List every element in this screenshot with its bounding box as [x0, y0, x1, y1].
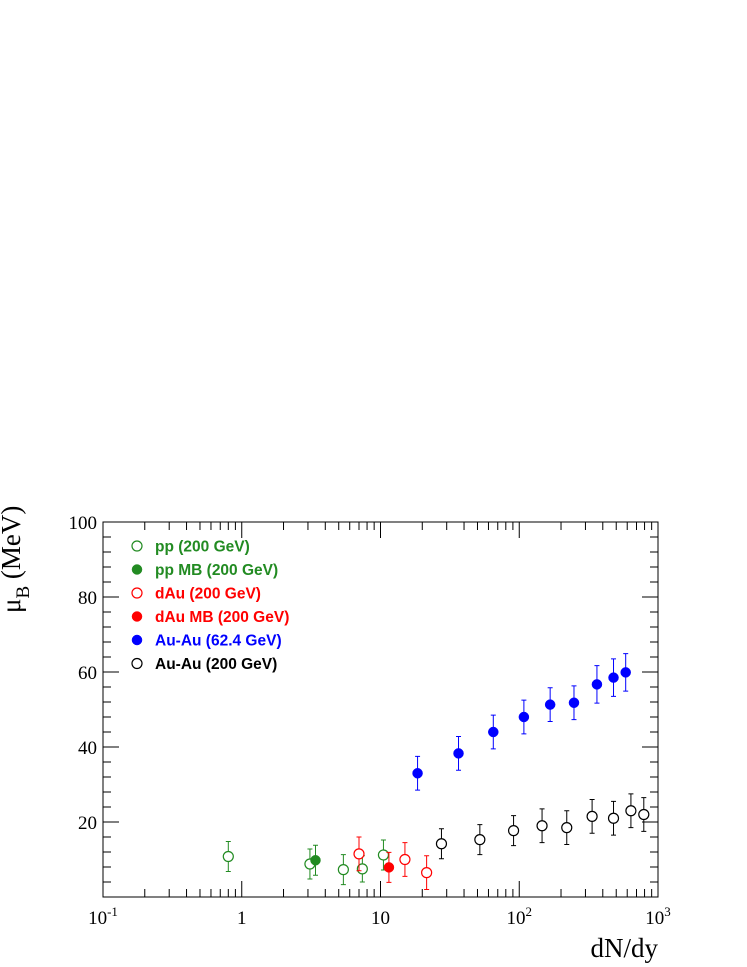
- data-point: [310, 855, 321, 866]
- legend-label: dAu (200 GeV): [155, 586, 261, 603]
- data-point: [625, 805, 637, 817]
- data-point: [412, 768, 423, 779]
- y-tick-label: 60: [78, 663, 97, 684]
- y-axis-title: μB (MeV): [0, 506, 34, 613]
- x-axis-title: dN/dy: [591, 933, 659, 963]
- x-tick-label-base: 10: [371, 908, 390, 929]
- data-point: [518, 711, 530, 723]
- x-tick-label-base: 10: [507, 908, 526, 929]
- x-tick-label: 1: [237, 908, 247, 929]
- y-axis-title-symbol: μ: [0, 599, 26, 613]
- data-point: [337, 864, 349, 876]
- svg-text:μB (MeV): μB (MeV): [0, 506, 34, 613]
- x-tick-label: 103: [645, 904, 671, 929]
- legend: pp (200 GeV) pp MB (200 GeV) dAu (200 GeV)…: [131, 539, 289, 673]
- y-tick-label: 100: [69, 513, 98, 534]
- legend-label: pp (200 GeV): [155, 539, 250, 556]
- series-5: [435, 793, 650, 860]
- y-axis-title-subscript: B: [13, 586, 34, 599]
- x-tick-label: 102: [507, 904, 533, 929]
- y-tick-label: 80: [78, 588, 97, 609]
- data-point: [474, 834, 486, 846]
- data-point: [488, 726, 499, 738]
- data-point: [607, 812, 620, 824]
- x-tick-label-base: 1: [237, 908, 247, 929]
- legend-marker: [131, 657, 143, 670]
- x-tick-label-base: 10: [645, 908, 664, 929]
- data-point: [561, 822, 573, 834]
- data-point: [356, 863, 368, 875]
- data-point: [353, 848, 365, 860]
- series-1: [310, 844, 321, 876]
- series-0: [222, 839, 390, 886]
- y-axis-title-unit: (MeV): [0, 506, 26, 586]
- legend-marker: [131, 634, 143, 646]
- data-point: [399, 853, 411, 866]
- x-tick-label: 10: [371, 908, 390, 929]
- data-point: [568, 697, 580, 708]
- x-tick-label-base: 10: [88, 908, 107, 929]
- series-2: [353, 836, 433, 890]
- data-point: [453, 748, 464, 759]
- data-point: [591, 679, 603, 690]
- series-4: [412, 653, 631, 791]
- data-point: [377, 849, 390, 861]
- data-point: [435, 838, 448, 850]
- legend-label: Au-Au (200 GeV): [155, 656, 277, 673]
- data-point: [638, 808, 650, 821]
- data-point: [608, 672, 619, 683]
- legend-marker: [131, 611, 143, 622]
- data-point: [586, 810, 598, 822]
- data-points: [222, 653, 650, 890]
- y-tick-label: 40: [78, 738, 97, 759]
- legend-label: pp MB (200 GeV): [155, 562, 278, 579]
- legend-label: Au-Au (62.4 GeV): [155, 633, 282, 650]
- data-point: [507, 825, 520, 837]
- x-tick-label-exponent: 2: [526, 904, 533, 919]
- x-tick-label: 10-1: [88, 904, 118, 929]
- data-point: [222, 850, 234, 863]
- legend-label: dAu MB (200 GeV): [155, 609, 289, 626]
- data-point: [536, 820, 548, 832]
- legend-marker: [131, 564, 143, 575]
- axis-ticks: [102, 521, 658, 898]
- legend-marker: [131, 587, 143, 599]
- x-tick-label-exponent: -1: [107, 904, 118, 919]
- data-point: [421, 867, 433, 879]
- data-point: [620, 667, 631, 678]
- y-tick-label: 20: [78, 813, 97, 834]
- legend-marker: [131, 540, 143, 552]
- data-point: [544, 699, 556, 710]
- series-3: [383, 851, 395, 883]
- data-point: [383, 862, 395, 873]
- x-tick-label-exponent: 3: [664, 904, 671, 919]
